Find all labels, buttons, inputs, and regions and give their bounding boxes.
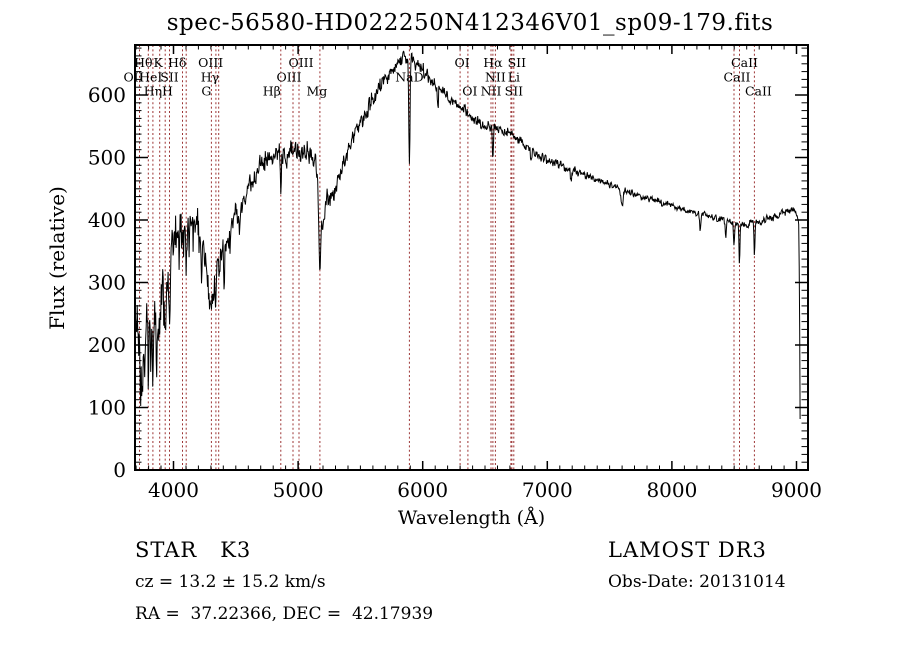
obs-date-text: Obs-Date: 20131014 — [608, 572, 786, 592]
y-tick-label: 200 — [88, 333, 126, 357]
svg-text:H: H — [162, 84, 173, 99]
svg-text:Hγ: Hγ — [201, 70, 219, 85]
svg-text:CaII: CaII — [731, 55, 758, 70]
plot-frame: 4000 5000 6000 7000 8000 9000 0 100 200 300 400 500… — [88, 44, 822, 502]
svg-text:OI: OI — [455, 55, 470, 70]
svg-text:CaII: CaII — [745, 84, 772, 99]
svg-text:HeI: HeI — [139, 70, 162, 85]
svg-text:OIII: OIII — [198, 55, 223, 70]
x-axis-label: Wavelength (Å) — [397, 507, 546, 529]
y-tick-label: 300 — [88, 271, 126, 295]
x-tick-label: 7000 — [522, 478, 573, 502]
svg-text:Hη: Hη — [144, 84, 162, 99]
spectral-line-markers — [139, 45, 755, 470]
svg-text:Hα: Hα — [483, 55, 503, 70]
svg-text:OIII: OIII — [276, 70, 301, 85]
x-tick-label: 8000 — [646, 478, 697, 502]
x-tick-label: 6000 — [397, 478, 448, 502]
svg-text:OIII: OIII — [288, 55, 313, 70]
ra-dec-text: RA = 37.22366, DEC = 42.17939 — [135, 604, 434, 624]
svg-text:Hδ: Hδ — [168, 55, 186, 70]
svg-text:OII: OII — [123, 70, 143, 85]
svg-text:SII: SII — [508, 55, 527, 70]
svg-text:Hθ: Hθ — [134, 55, 152, 70]
x-tick-label: 9000 — [771, 478, 822, 502]
svg-text:SII: SII — [160, 70, 179, 85]
svg-text:Mg: Mg — [306, 84, 327, 99]
svg-text:SII: SII — [505, 84, 524, 99]
survey-release-text: LAMOST DR3 — [608, 538, 767, 562]
x-tick-label: 4000 — [148, 478, 199, 502]
svg-text:G: G — [201, 84, 211, 99]
y-tick-label: 100 — [88, 396, 126, 420]
svg-text:NII: NII — [485, 70, 506, 85]
y-tick-label: 0 — [113, 458, 126, 482]
svg-text:OI: OI — [462, 84, 477, 99]
svg-text:K: K — [154, 55, 164, 70]
svg-text:CaII: CaII — [724, 70, 751, 85]
object-class-text: STAR K3 — [135, 538, 252, 562]
y-tick-label: 400 — [88, 208, 126, 232]
spectral-line-labels: OIIHθHηHeIKHSIIHδGHγOIIIHβOIIIOIIIMgNaDO… — [123, 55, 771, 99]
x-tick-label: 5000 — [273, 478, 324, 502]
svg-text:NII: NII — [481, 84, 502, 99]
svg-text:Hβ: Hβ — [263, 84, 281, 99]
plot-title: spec-56580-HD022250N412346V01_sp09-179.f… — [166, 10, 774, 36]
radial-velocity-text: cz = 13.2 ± 15.2 km/s — [135, 572, 326, 592]
svg-text:Li: Li — [508, 70, 520, 85]
y-tick-label: 600 — [88, 83, 126, 107]
spectrum-trace — [134, 50, 801, 420]
svg-text:NaD: NaD — [395, 70, 423, 85]
y-tick-label: 500 — [88, 146, 126, 170]
